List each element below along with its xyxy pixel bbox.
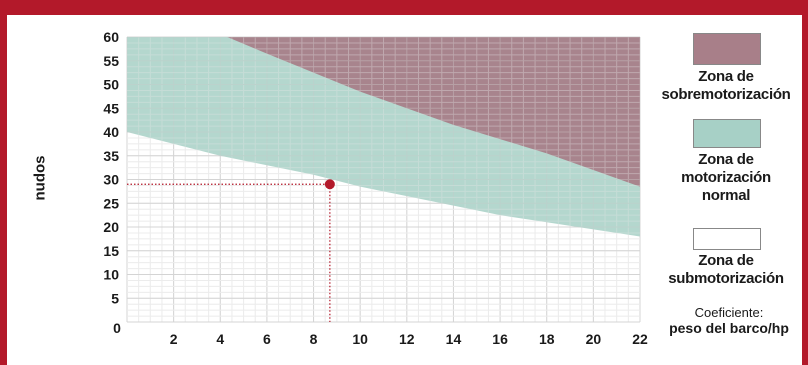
y-tick-label: 25 — [103, 195, 119, 211]
y-tick-label: 5 — [111, 290, 119, 306]
x-tick-label: 16 — [492, 331, 508, 347]
legend-label-line: submotorización — [668, 270, 784, 287]
x-tick-label: 18 — [539, 331, 555, 347]
x-tick-label: 4 — [216, 331, 224, 347]
y-tick-label: 50 — [103, 77, 119, 93]
y-tick-label: 15 — [103, 243, 119, 259]
y-tick-label: 45 — [103, 100, 119, 116]
legend-swatch-overpowered — [693, 33, 761, 65]
y-tick-label: 40 — [103, 124, 119, 140]
x-tick-label: 2 — [170, 331, 178, 347]
x-tick-label: 6 — [263, 331, 271, 347]
x-tick-label: 10 — [352, 331, 368, 347]
x-tick-label: 22 — [632, 331, 648, 347]
x-tick-label: 20 — [586, 331, 602, 347]
legend-label-line: normal — [701, 187, 751, 204]
origin-tick-label: 0 — [113, 320, 121, 336]
legend-swatch-normal — [693, 119, 761, 148]
legend-label-line: Zona de — [698, 252, 754, 269]
y-tick-label: 20 — [103, 219, 119, 235]
grid-overlay — [126, 36, 641, 323]
x-axis-label-line1: Coeficiente: — [694, 305, 764, 320]
legend-label-normal: Zona de motorización normal — [656, 151, 796, 205]
y-tick-label: 60 — [103, 29, 119, 45]
legend-label-line: sobremotorización — [661, 86, 791, 103]
y-tick-label: 55 — [103, 53, 119, 69]
y-axis-label: nudos — [31, 155, 49, 201]
legend-label-overpowered: Zona de sobremotorización — [656, 68, 796, 104]
y-tick-label: 35 — [103, 148, 119, 164]
legend-swatch-underpowered — [693, 228, 761, 250]
top-red-mark — [386, 0, 404, 15]
x-axis-label: Coeficiente: peso del barco/hp — [655, 306, 803, 337]
y-tick-label: 10 — [103, 267, 119, 283]
x-tick-label: 14 — [446, 331, 462, 347]
legend-label-line: Zona de — [698, 151, 754, 168]
legend-label-line: motorización — [681, 169, 771, 186]
zone-overpowered-area — [227, 37, 640, 187]
x-axis-label-line2: peso del barco/hp — [669, 320, 789, 336]
legend-label-line: Zona de — [698, 68, 754, 85]
highlight-point — [324, 179, 335, 190]
x-tick-label: 8 — [310, 331, 318, 347]
y-tick-label: 30 — [103, 172, 119, 188]
legend-label-underpowered: Zona de submotorización — [656, 252, 796, 288]
x-tick-label: 12 — [399, 331, 415, 347]
